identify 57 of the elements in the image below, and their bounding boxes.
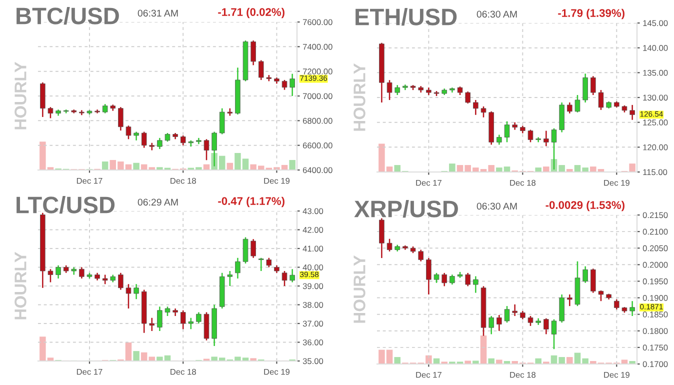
x-tick-label: Dec 17 [76, 368, 102, 375]
chart-title: BTC/USD [16, 6, 119, 25]
y-tick-label: 125.00 [643, 120, 668, 126]
x-tick-label: Dec 17 [416, 180, 442, 186]
y-tick-label: 0.2150 [642, 212, 668, 218]
y-tick-label: 0.2100 [642, 228, 668, 235]
y-tick-label: 0.1800 [642, 328, 668, 334]
x-tick-label: Dec 19 [264, 178, 290, 184]
text: -1.71 (0.02%) [218, 8, 284, 18]
y-tick-label: 0.1950 [642, 278, 668, 284]
y-tick-label: 6800.00 [302, 118, 332, 124]
x-tick-label: Dec 17 [416, 372, 442, 378]
text: 06:30 AM [476, 10, 517, 18]
chart-title: XRP/USD [354, 200, 458, 218]
x-tick-label: Dec 18 [510, 372, 536, 378]
y-tick-label: 0.2050 [642, 245, 668, 252]
text: 06:29 AM [138, 198, 178, 206]
y-tick-label: 145.00 [643, 20, 668, 26]
y-tick-label: 130.00 [643, 94, 668, 101]
x-tick-label: Dec 19 [604, 180, 630, 186]
y-tick-label: 7400.00 [302, 44, 332, 50]
y-tick-label: 6400.00 [302, 167, 332, 174]
y-tick-label: 7200.00 [302, 68, 332, 74]
y-tick-label: 0.1850 [642, 312, 668, 318]
y-tick-label: 40.00 [302, 264, 324, 270]
x-tick-label: Dec 18 [170, 368, 196, 375]
y-tick-label: 0.2000 [642, 262, 668, 268]
y-tick-label: 0.1750 [642, 344, 668, 351]
y-tick-label: 7000.00 [302, 93, 332, 100]
y-tick-label: 115.00 [643, 169, 668, 176]
y-tick-label: 43.00 [302, 208, 324, 214]
text: -0.0029 (1.53%) [546, 200, 624, 212]
y-tick-label: 0.1700 [642, 361, 668, 368]
y-tick-label: 41.00 [302, 246, 324, 252]
text: 06:31 AM [138, 10, 178, 17]
text: 06:30 AM [476, 202, 517, 210]
x-tick-label: Dec 19 [604, 372, 630, 378]
y-tick-label: 39.00 [302, 283, 324, 290]
y-tick-label: 0.1900 [642, 294, 668, 301]
text: -1.79 (1.39%) [558, 8, 624, 20]
y-tick-label: 38.00 [302, 302, 324, 308]
x-tick-label: Dec 18 [510, 180, 536, 186]
y-tick-label: 37.00 [302, 320, 324, 327]
y-tick-label: 36.00 [302, 339, 324, 346]
x-tick-label: Dec 18 [170, 178, 196, 184]
chart-title: ETH/USD [356, 8, 457, 26]
x-tick-label: Dec 17 [76, 178, 102, 184]
y-tick-label: 120.00 [643, 144, 668, 150]
y-tick-label: 7600.00 [302, 19, 332, 26]
y-tick-label: 35.00 [302, 358, 324, 364]
text: -0.47 (1.17%) [218, 196, 284, 208]
y-tick-label: 6600.00 [302, 142, 332, 148]
x-tick-label: Dec 19 [264, 368, 290, 375]
chart-title: LTC/USD [16, 196, 115, 214]
y-tick-label: 140.00 [643, 45, 668, 51]
y-tick-label: 42.00 [302, 226, 324, 233]
y-tick-label: 135.00 [643, 70, 668, 76]
